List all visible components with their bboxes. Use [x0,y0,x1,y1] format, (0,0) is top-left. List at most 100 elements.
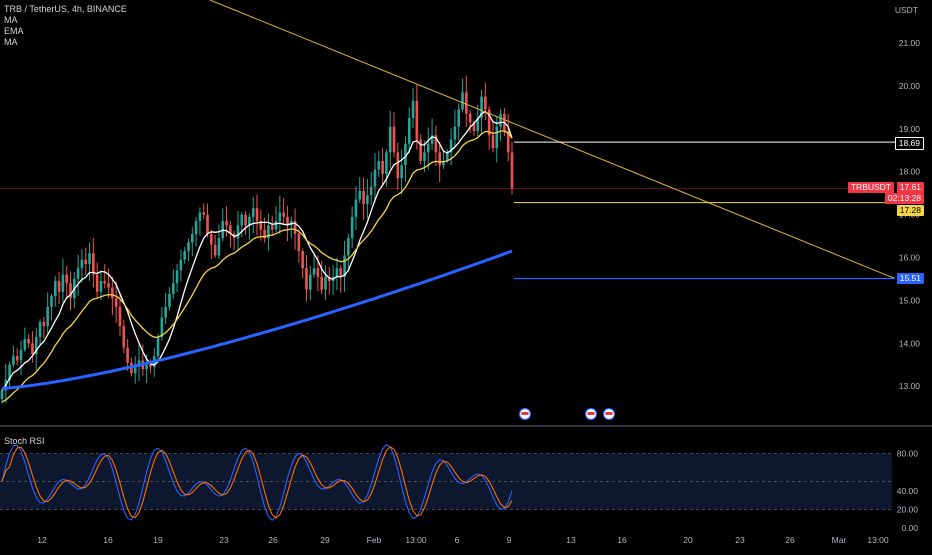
candle-body [434,135,438,153]
candle-body [84,259,88,264]
indicator-ma-2[interactable]: MA [4,37,18,47]
candle-body [103,281,107,284]
candle-body [80,259,84,269]
candle-body [396,152,400,179]
candle-body [297,233,301,252]
price-tick-label: 19.00 [899,124,921,134]
candle-body [445,152,449,161]
candle-body [255,208,259,222]
candle-body [320,276,324,290]
candle-body [171,283,175,294]
candle-body [229,225,232,234]
trendline [209,0,896,279]
candle-body [328,276,331,282]
time-tick-label: 29 [320,535,330,545]
stoch-tick-label: 80.00 [897,449,919,459]
indicator-ma-1[interactable]: MA [4,15,18,25]
candle-body [50,296,53,307]
candle-body [426,143,430,153]
candle-body [183,251,186,260]
candle-body [111,287,114,299]
candle-body [293,221,297,234]
price-tick-label: 15.00 [899,295,921,305]
ema-yellow-line [1,130,513,403]
candle-body [69,283,72,299]
candle-body [407,118,411,144]
candle-body [495,126,499,149]
candle-body [194,221,198,234]
candle-body [468,113,472,123]
candle-body [31,343,34,355]
candle-body [126,347,129,363]
candle-body [259,221,263,230]
indicator-ema[interactable]: EMA [4,26,24,36]
candle-body [179,259,183,271]
candle-body [411,100,415,119]
candle-body [453,126,457,140]
candle-body [480,96,483,119]
candles [0,75,514,404]
candle-body [484,96,487,110]
time-tick-label: 13 [566,535,576,545]
candle-body [438,152,441,166]
candle-body [510,152,514,189]
candle-body [282,212,285,217]
symbol-title[interactable]: TRB / TetherUS, 4h, BINANCE [4,4,127,14]
candle-body [461,92,464,110]
time-tick-label: 16 [617,535,627,545]
stoch-k-line [1,443,513,522]
candle-body [267,225,270,239]
candle-body [377,160,381,170]
candle-body [347,238,350,256]
candle-body [107,283,110,288]
chart-legend: TRB / TetherUS, 4h, BINANCE MA EMA MA [4,4,127,48]
time-tick-label: Feb [367,535,382,545]
price-tick-label: 13.00 [899,381,921,391]
event-markers [518,407,616,421]
candle-body [476,118,480,131]
symbol-tag: TRBUSDT [847,182,894,193]
stoch-rsi-label[interactable]: Stoch RSI [4,436,45,446]
candle-body [19,349,23,361]
ma-white-line [1,110,513,391]
price-tick-label: 16.00 [899,253,921,263]
candle-body [236,225,240,239]
currency-label: USDT [894,5,918,15]
time-tick-label: 26 [268,535,278,545]
candle-body [472,122,476,131]
candle-body [506,130,510,153]
candle-body [27,339,30,344]
candle-body [133,366,137,374]
time-tick-label: 26 [785,535,795,545]
candle-body [168,293,171,307]
time-tick-label: 23 [219,535,229,545]
candle-body [76,268,80,279]
candle-body [145,364,148,370]
candle-body [156,336,160,357]
candle-body [88,253,91,264]
candle-body [53,281,57,297]
candle-body [354,199,358,217]
stoch-tick-label: 20.00 [897,504,919,514]
candle-body [12,356,15,365]
candle-body [404,143,407,166]
time-tick-label: Mar [832,535,847,545]
candle-body [324,276,327,290]
stoch-tick-label: 0.00 [901,523,918,533]
time-tick-label: 20 [683,535,693,545]
price-tick-label: 14.00 [899,338,921,348]
stoch-d-line [1,446,513,519]
time-tick-label: 9 [507,535,512,545]
candle-body [343,255,346,277]
indicator-lines [1,0,896,522]
candle-body [92,253,95,275]
candle-body [175,270,179,284]
candle-body [210,233,213,245]
candle-body [457,109,461,127]
candle-body [46,306,49,327]
candle-body [369,186,373,196]
candle-body [400,165,403,179]
candle-body [149,364,152,367]
